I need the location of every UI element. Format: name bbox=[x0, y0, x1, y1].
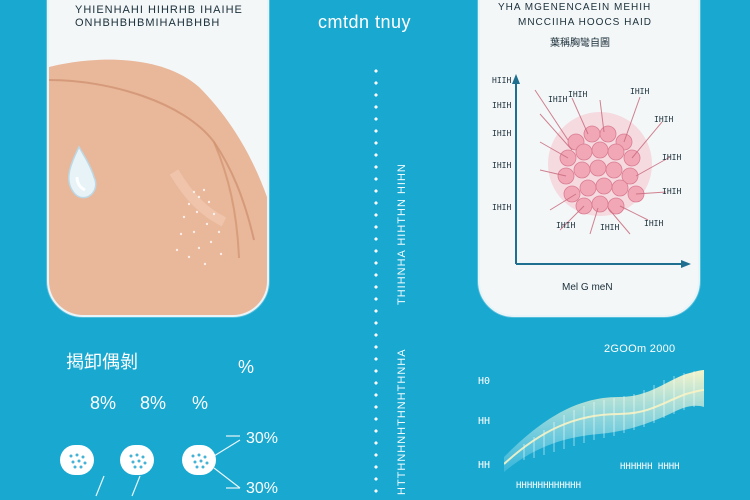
bottom-left-title: 揭卸偶剝 bbox=[66, 352, 138, 372]
svg-text:IHIH: IHIH bbox=[548, 95, 567, 104]
center-title: cmtdn tnuy bbox=[318, 12, 412, 32]
left-card-title-2: ONHBHBHBMIHAHBHBH bbox=[75, 17, 221, 29]
right-card-title-2: MNCCIIHA HOOCS HAID bbox=[518, 17, 653, 28]
center-dotted-divider bbox=[373, 65, 379, 500]
bottom-left-percent-top: % bbox=[238, 357, 255, 377]
bottom-right-header: 2GOOm 2000 bbox=[604, 343, 676, 355]
cell-icon-1 bbox=[60, 445, 94, 475]
svg-text:IHIH: IHIH bbox=[662, 187, 681, 196]
svg-text:IHIH: IHIH bbox=[492, 129, 511, 138]
right-card: YHA MGENENCAEIN MEHIH MNCCIIHA HOOCS HAI… bbox=[478, 0, 700, 317]
svg-text:IHIH: IHIH bbox=[654, 115, 673, 124]
left-card: YHIENHAHI HIHRHB IHAIHE ONHBHBHBMIHAHBHB… bbox=[47, 0, 269, 317]
svg-text:IHIH: IHIH bbox=[644, 219, 663, 228]
bottom-left-percent-row-2: 8% bbox=[140, 393, 167, 413]
right-card-title-3: 葉稱胸彎自圖 bbox=[550, 38, 610, 49]
bottom-left-percent-row-1: 8% bbox=[90, 393, 117, 413]
bottom-right-footer-2: HHHHHHHHHHHH bbox=[516, 481, 582, 491]
left-card-title-1: YHIENHAHI HIHRHB IHAIHE bbox=[75, 4, 243, 16]
bottom-right-footer-1: HHHHHH HHHH bbox=[620, 462, 680, 472]
svg-text:IHIH: IHIH bbox=[600, 223, 619, 232]
svg-text:IHIH: IHIH bbox=[630, 87, 649, 96]
wave-illustration bbox=[504, 370, 704, 472]
cell-texture-icon bbox=[69, 453, 87, 469]
svg-text:IHIH: IHIH bbox=[492, 101, 511, 110]
bottom-right-axis-label-2: HH bbox=[478, 416, 491, 427]
cell-texture-icon bbox=[129, 453, 147, 469]
bottom-left-percent-right-2: 30% bbox=[246, 480, 279, 497]
bottom-left-percent-row-3: % bbox=[192, 393, 209, 413]
svg-text:IHIH: IHIH bbox=[492, 203, 511, 212]
bottom-right-axis-label-1: H0 bbox=[478, 376, 491, 387]
cell-icon-3 bbox=[182, 445, 216, 475]
svg-text:IHIH: IHIH bbox=[568, 90, 587, 99]
right-card-chart-label: Mel G meN bbox=[562, 282, 613, 293]
svg-text:HIIH: HIIH bbox=[492, 76, 511, 85]
bottom-right-axis-label-3: HH bbox=[478, 460, 491, 471]
right-card-title-1: YHA MGENENCAEIN MEHIH bbox=[498, 2, 652, 13]
svg-text:IHIH: IHIH bbox=[662, 153, 681, 162]
svg-text:IHIH: IHIH bbox=[492, 161, 511, 170]
svg-text:IHIH: IHIH bbox=[556, 221, 575, 230]
shoulder-illustration bbox=[49, 59, 267, 315]
bottom-left-percent-right-1: 30% bbox=[246, 430, 279, 447]
cell-texture-icon bbox=[191, 453, 209, 469]
cell-icon-2 bbox=[120, 445, 154, 475]
